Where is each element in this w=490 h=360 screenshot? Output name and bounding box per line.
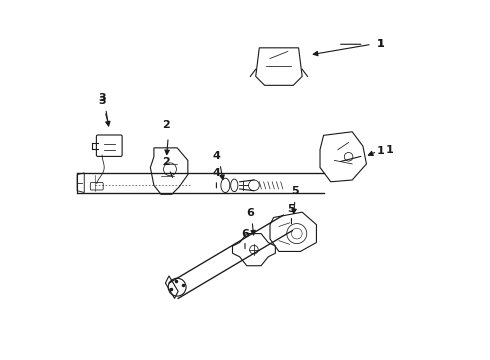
Text: 2: 2 xyxy=(163,157,171,167)
Text: 4: 4 xyxy=(213,151,220,161)
Text: 5: 5 xyxy=(291,186,299,197)
Text: 6: 6 xyxy=(241,229,249,239)
Text: 1: 1 xyxy=(377,147,385,157)
Text: 1: 1 xyxy=(377,39,385,49)
Text: 1: 1 xyxy=(377,39,385,49)
Text: 1: 1 xyxy=(386,145,393,155)
Text: 6: 6 xyxy=(246,208,254,218)
Text: 3: 3 xyxy=(98,96,106,107)
Text: 3: 3 xyxy=(98,93,106,103)
Text: 2: 2 xyxy=(163,120,171,130)
Text: 4: 4 xyxy=(213,168,220,178)
Text: 5: 5 xyxy=(288,203,295,213)
